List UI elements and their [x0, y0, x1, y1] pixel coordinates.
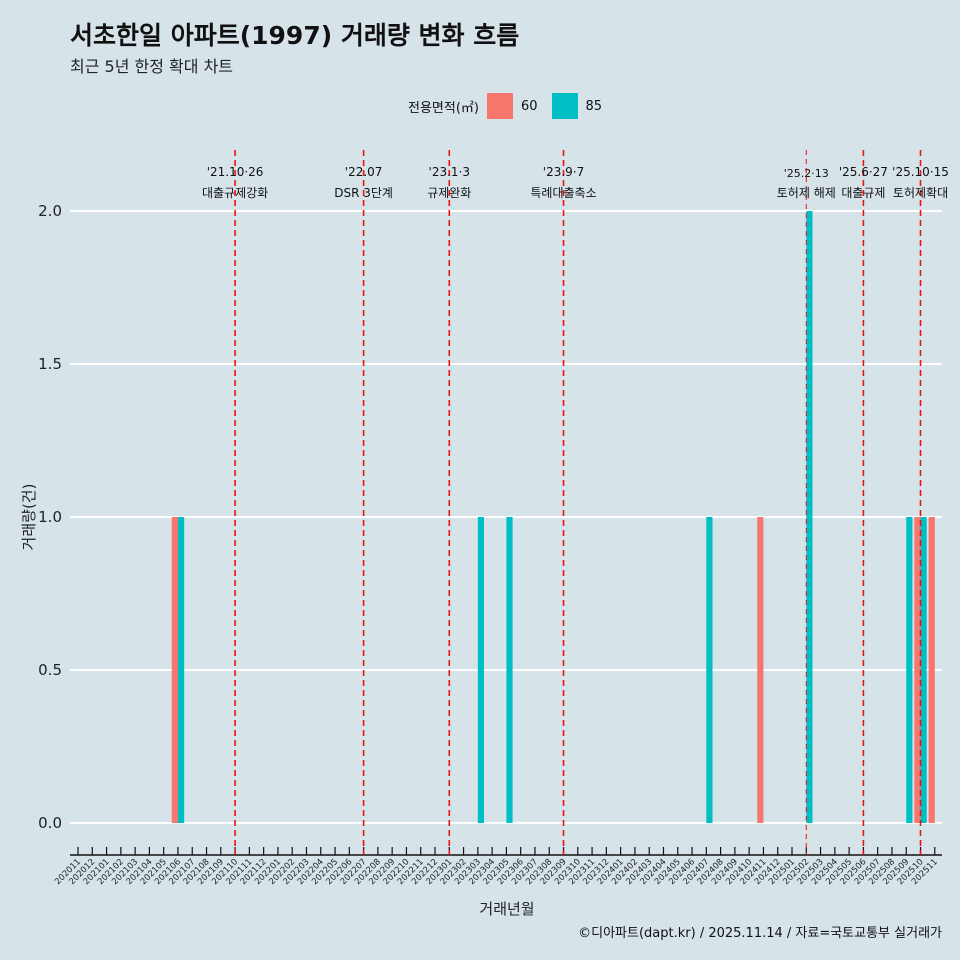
legend: 전용면적(㎡) 60 85 [408, 93, 602, 119]
bar-85-202305 [506, 517, 513, 823]
y-tick-label: 1.0 [38, 508, 62, 526]
event-date: '25.10·15 [892, 165, 949, 179]
bar-85-202509 [906, 517, 913, 823]
bar-60-202510 [914, 517, 921, 823]
bar-60-202106 [171, 517, 178, 823]
event-date: '23.9·7 [543, 165, 584, 179]
chart-subtitle: 최근 5년 한정 확대 차트 [70, 57, 234, 76]
chart-title: 서초한일 아파트(1997) 거래량 변화 흐름 [70, 21, 520, 50]
bar-60-202511 [928, 517, 935, 823]
legend-swatch-60 [486, 93, 513, 119]
event-date: '25.6·27 [839, 165, 888, 179]
event-date: '23.1·3 [429, 165, 470, 179]
bar-85-202510 [920, 517, 927, 823]
legend-title: 전용면적(㎡) [408, 100, 479, 116]
bar-85-202407 [706, 517, 713, 823]
event-label: 특례대출축소 [530, 186, 596, 200]
event-label: DSR 3단계 [334, 186, 393, 200]
legend-label-60: 60 [520, 98, 538, 114]
y-axis-title: 거래량(건) [20, 484, 38, 551]
event-label: 토허제 해제 [777, 186, 836, 200]
y-tick-label: 1.5 [38, 355, 62, 373]
bar-60-202411 [757, 517, 764, 823]
bar-85-202502 [806, 211, 813, 823]
event-label: 토허제확대 [893, 186, 948, 200]
legend-swatch-85 [551, 93, 578, 119]
event-date: '22.07 [345, 165, 383, 179]
bar-85-202106 [177, 517, 185, 823]
event-date: '21.10·26 [207, 165, 264, 179]
event-label: 규제완화 [427, 186, 471, 200]
event-label: 대출규제강화 [202, 186, 268, 200]
caption: ©디아파트(dapt.kr) / 2025.11.14 / 자료=국토교통부 실… [578, 926, 942, 941]
x-axis-title: 거래년월 [479, 900, 534, 918]
event-label: 대출규제 [841, 186, 885, 200]
legend-label-85: 85 [585, 98, 603, 114]
y-tick-label: 0.0 [38, 814, 62, 832]
bar-85-202303 [477, 517, 485, 823]
y-tick-label: 2.0 [38, 202, 62, 220]
y-tick-label: 0.5 [38, 661, 62, 679]
event-date: '25.2·13 [784, 167, 829, 180]
